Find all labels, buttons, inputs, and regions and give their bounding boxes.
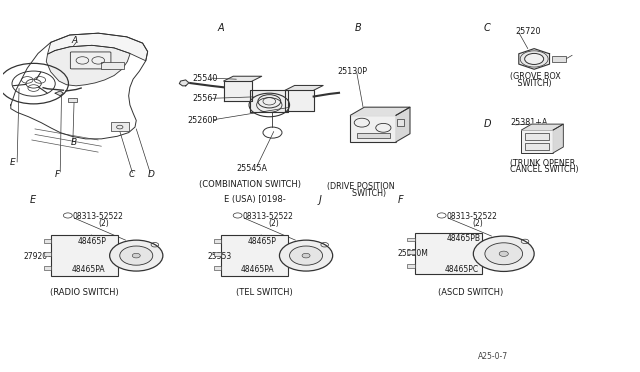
Text: A: A	[218, 23, 224, 33]
Bar	[408, 238, 415, 241]
Text: 08313-52522: 08313-52522	[447, 212, 497, 221]
Bar	[525, 132, 549, 140]
Bar	[214, 240, 221, 243]
Bar	[356, 132, 390, 138]
Polygon shape	[519, 49, 550, 69]
Text: J: J	[318, 195, 321, 205]
Bar	[51, 235, 118, 276]
Circle shape	[485, 243, 523, 265]
Bar	[44, 252, 51, 256]
Text: 48465PA: 48465PA	[240, 266, 274, 275]
Text: 48465PB: 48465PB	[447, 234, 481, 243]
Polygon shape	[46, 45, 130, 86]
Bar	[522, 130, 553, 153]
Text: F: F	[55, 170, 60, 179]
Text: 25381+A: 25381+A	[510, 118, 547, 127]
Text: 48465PC: 48465PC	[445, 266, 479, 275]
Text: B: B	[355, 23, 362, 33]
Circle shape	[109, 240, 163, 271]
Bar	[68, 97, 77, 102]
Text: (COMBINATION SWITCH): (COMBINATION SWITCH)	[199, 180, 301, 189]
Text: 27920: 27920	[24, 252, 47, 261]
Text: (2): (2)	[98, 219, 109, 228]
Bar	[415, 233, 481, 275]
Text: (2): (2)	[472, 219, 483, 228]
Circle shape	[474, 236, 534, 272]
Text: D: D	[483, 119, 491, 129]
Polygon shape	[250, 90, 288, 112]
Text: SWITCH): SWITCH)	[510, 79, 552, 88]
Bar	[525, 142, 549, 150]
Bar	[221, 235, 288, 276]
Circle shape	[499, 251, 508, 256]
Text: 25545A: 25545A	[236, 164, 268, 173]
Text: C: C	[483, 23, 490, 33]
Polygon shape	[224, 76, 262, 81]
Polygon shape	[285, 86, 323, 90]
Text: 48465P: 48465P	[247, 237, 276, 247]
Text: E (USA) [0198-: E (USA) [0198-	[224, 196, 285, 205]
Polygon shape	[522, 124, 563, 130]
Text: 25540: 25540	[192, 74, 218, 83]
Bar	[214, 266, 221, 270]
Text: A: A	[72, 36, 77, 45]
Text: 48465P: 48465P	[77, 237, 106, 247]
Text: SWITCH): SWITCH)	[337, 189, 386, 198]
Text: CANCEL SWITCH): CANCEL SWITCH)	[510, 165, 579, 174]
Text: (GROVE BOX: (GROVE BOX	[510, 72, 561, 81]
Text: 48465PA: 48465PA	[72, 266, 105, 275]
Text: D: D	[148, 170, 154, 179]
Text: 25260P: 25260P	[187, 116, 217, 125]
Bar	[101, 62, 124, 69]
Text: (2): (2)	[268, 219, 279, 228]
Polygon shape	[179, 80, 189, 86]
Circle shape	[525, 54, 543, 64]
Text: 25130P: 25130P	[338, 67, 368, 76]
Bar	[408, 264, 415, 268]
Polygon shape	[396, 107, 410, 142]
Polygon shape	[553, 124, 563, 153]
Circle shape	[289, 246, 323, 265]
Bar	[44, 266, 51, 270]
Bar	[44, 240, 51, 243]
Text: B: B	[71, 138, 77, 147]
Polygon shape	[55, 91, 63, 96]
Polygon shape	[224, 81, 252, 101]
Bar	[397, 119, 404, 126]
Polygon shape	[351, 107, 410, 115]
FancyBboxPatch shape	[70, 52, 111, 69]
Text: (ASCD SWITCH): (ASCD SWITCH)	[438, 288, 504, 296]
Text: E: E	[30, 195, 36, 205]
Text: (TEL SWITCH): (TEL SWITCH)	[236, 288, 292, 296]
Text: 08313-52522: 08313-52522	[73, 212, 124, 221]
Polygon shape	[47, 33, 148, 61]
Text: C: C	[129, 170, 135, 179]
Bar	[351, 115, 396, 142]
Circle shape	[302, 253, 310, 258]
Circle shape	[280, 240, 333, 271]
Polygon shape	[285, 90, 314, 110]
Text: 08313-52522: 08313-52522	[243, 212, 294, 221]
Text: (RADIO SWITCH): (RADIO SWITCH)	[50, 288, 118, 296]
Text: 25550M: 25550M	[397, 248, 428, 257]
Circle shape	[120, 246, 153, 265]
Text: 25553: 25553	[207, 252, 232, 261]
Text: E: E	[10, 158, 15, 167]
Circle shape	[132, 253, 140, 258]
Bar	[111, 122, 129, 131]
Text: (TRUNK OPENER: (TRUNK OPENER	[510, 159, 575, 168]
Text: A25-0-7: A25-0-7	[478, 352, 509, 360]
Bar	[408, 250, 415, 254]
Bar	[214, 252, 221, 256]
Text: F: F	[397, 195, 403, 205]
Text: 25720: 25720	[515, 27, 541, 36]
Bar	[552, 56, 566, 62]
Text: (DRIVE POSITION: (DRIVE POSITION	[328, 182, 395, 191]
Text: 25567: 25567	[192, 94, 218, 103]
